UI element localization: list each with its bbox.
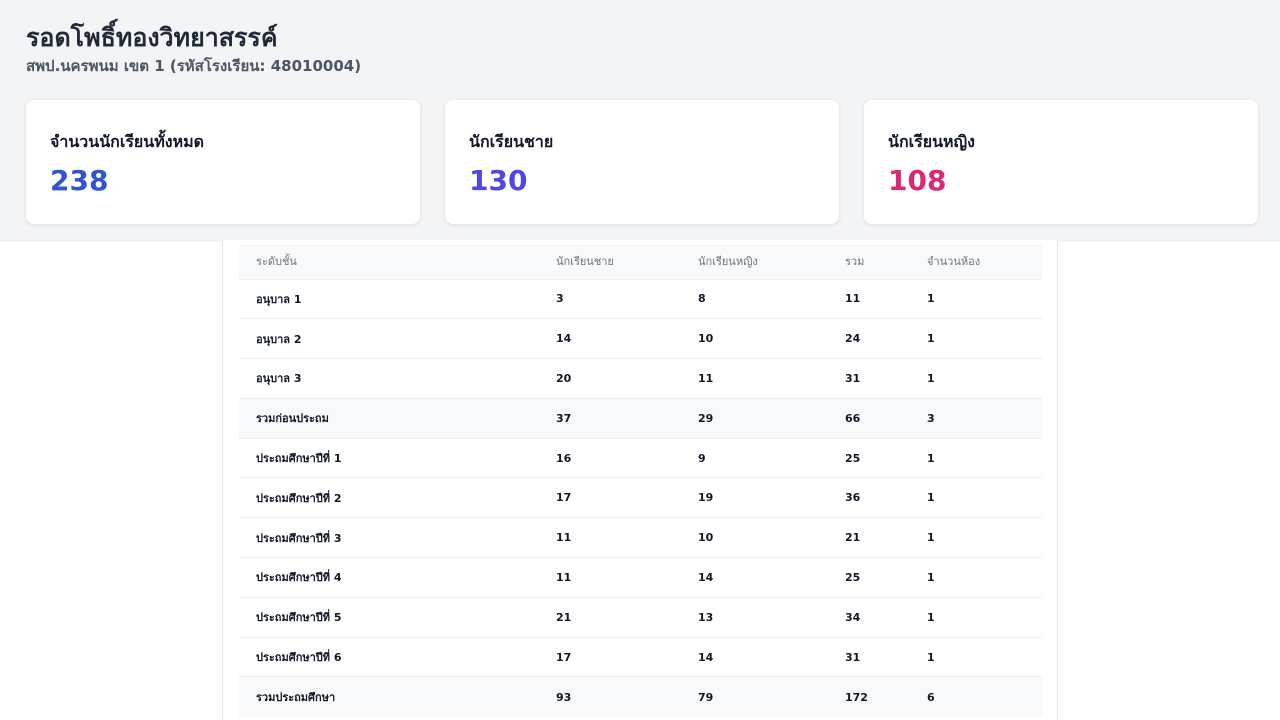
school-name: รอดโพธิ์ทองวิทยาสรรค์ xyxy=(26,23,278,52)
column-header-female: นักเรียนหญิง xyxy=(681,244,828,279)
card-value: 238 xyxy=(50,164,109,197)
table-row: อนุบาล 1 3 8 11 1 xyxy=(239,278,1042,319)
school-subtitle: สพป.นครพนม เขต 1 (รหัสโรงเรียน: 48010004… xyxy=(26,57,362,75)
cell-male: 17 xyxy=(539,636,681,677)
table-row: อนุบาล 3 20 11 31 1 xyxy=(239,358,1042,399)
cell-level: อนุบาล 2 xyxy=(239,318,539,359)
cell-total: 25 xyxy=(828,557,910,598)
table-row: ประถมศึกษาปีที่ 3 11 10 21 1 xyxy=(239,517,1042,558)
cell-male: 3 xyxy=(539,278,681,319)
cell-total: 21 xyxy=(828,517,910,558)
cell-male: 93 xyxy=(539,676,681,717)
cell-rooms: 1 xyxy=(910,318,1042,359)
cell-male: 16 xyxy=(539,437,681,478)
cell-rooms: 1 xyxy=(910,636,1042,677)
cell-rooms: 3 xyxy=(910,397,1042,439)
cell-female: 10 xyxy=(681,318,828,359)
cell-level: อนุบาล 1 xyxy=(239,278,539,319)
cell-male: 17 xyxy=(539,477,681,518)
cell-level: รวมก่อนประถม xyxy=(239,397,539,439)
cell-male: 11 xyxy=(539,557,681,598)
card-title: นักเรียนชาย xyxy=(469,132,554,151)
cell-level: ประถมศึกษาปีที่ 4 xyxy=(239,557,539,598)
table-row: อนุบาล 2 14 10 24 1 xyxy=(239,318,1042,359)
column-header-total: รวม xyxy=(828,244,910,279)
table-row: ประถมศึกษาปีที่ 5 21 13 34 1 xyxy=(239,596,1042,638)
card-value: 130 xyxy=(469,164,528,197)
cell-female: 13 xyxy=(681,596,828,638)
table-row: ประถมศึกษาปีที่ 4 11 14 25 1 xyxy=(239,557,1042,598)
card-title: นักเรียนหญิง xyxy=(888,132,975,151)
cell-total: 34 xyxy=(828,596,910,638)
cell-level: ประถมศึกษาปีที่ 3 xyxy=(239,517,539,558)
cell-total: 36 xyxy=(828,477,910,518)
cell-female: 79 xyxy=(681,676,828,717)
cell-female: 11 xyxy=(681,358,828,399)
cell-level: รวมประถมศึกษา xyxy=(239,676,539,717)
cell-total: 31 xyxy=(828,358,910,399)
subtotal-row: รวมก่อนประถม 37 29 66 3 xyxy=(239,397,1042,439)
card-value: 108 xyxy=(888,164,947,197)
table-row: ประถมศึกษาปีที่ 1 16 9 25 1 xyxy=(239,437,1042,478)
cell-male: 14 xyxy=(539,318,681,359)
total-students-card: จำนวนนักเรียนทั้งหมด 238 xyxy=(26,100,420,224)
card-title: จำนวนนักเรียนทั้งหมด xyxy=(50,132,205,151)
cell-rooms: 1 xyxy=(910,358,1042,399)
cell-female: 19 xyxy=(681,477,828,518)
cell-male: 11 xyxy=(539,517,681,558)
cell-total: 172 xyxy=(828,676,910,717)
subtotal-row: รวมประถมศึกษา 93 79 172 6 xyxy=(239,676,1042,717)
cell-rooms: 1 xyxy=(910,278,1042,319)
cell-female: 8 xyxy=(681,278,828,319)
cell-total: 24 xyxy=(828,318,910,359)
column-header-male: นักเรียนชาย xyxy=(539,244,681,279)
cell-male: 21 xyxy=(539,596,681,638)
cell-female: 9 xyxy=(681,437,828,478)
cell-rooms: 1 xyxy=(910,477,1042,518)
table-body: อนุบาล 1 3 8 11 1 อนุบาล 2 14 10 24 1 อนุบาล 3 20 11… xyxy=(239,278,1042,717)
cell-level: ประถมศึกษาปีที่ 2 xyxy=(239,477,539,518)
table-row: ประถมศึกษาปีที่ 6 17 14 31 1 xyxy=(239,636,1042,677)
table-row: ประถมศึกษาปีที่ 2 17 19 36 1 xyxy=(239,477,1042,518)
cell-total: 66 xyxy=(828,397,910,439)
cell-level: ประถมศึกษาปีที่ 6 xyxy=(239,636,539,677)
cell-female: 10 xyxy=(681,517,828,558)
cell-rooms: 1 xyxy=(910,596,1042,638)
male-students-card: นักเรียนชาย 130 xyxy=(445,100,839,224)
column-header-rooms: จำนวนห้อง xyxy=(910,244,1042,279)
table-header-row: ระดับชั้น นักเรียนชาย นักเรียนหญิง รวม จ… xyxy=(239,244,1042,279)
cell-level: อนุบาล 3 xyxy=(239,358,539,399)
cell-female: 14 xyxy=(681,636,828,677)
cell-total: 25 xyxy=(828,437,910,478)
cell-rooms: 1 xyxy=(910,517,1042,558)
cell-total: 31 xyxy=(828,636,910,677)
header-band: รอดโพธิ์ทองวิทยาสรรค์ สพป.นครพนม เขต 1 (… xyxy=(0,0,1280,242)
cell-female: 29 xyxy=(681,397,828,439)
cell-level: ประถมศึกษาปีที่ 5 xyxy=(239,596,539,638)
cell-male: 20 xyxy=(539,358,681,399)
cell-male: 37 xyxy=(539,397,681,439)
cell-level: ประถมศึกษาปีที่ 1 xyxy=(239,437,539,478)
column-header-level: ระดับชั้น xyxy=(239,244,539,279)
cell-rooms: 6 xyxy=(910,676,1042,717)
cell-female: 14 xyxy=(681,557,828,598)
female-students-card: นักเรียนหญิง 108 xyxy=(864,100,1258,224)
cell-total: 11 xyxy=(828,278,910,319)
cell-rooms: 1 xyxy=(910,437,1042,478)
cell-rooms: 1 xyxy=(910,557,1042,598)
enrollment-table: ระดับชั้น นักเรียนชาย นักเรียนหญิง รวม จ… xyxy=(239,244,1042,717)
enrollment-panel: ระดับชั้น นักเรียนชาย นักเรียนหญิง รวม จ… xyxy=(222,240,1058,720)
